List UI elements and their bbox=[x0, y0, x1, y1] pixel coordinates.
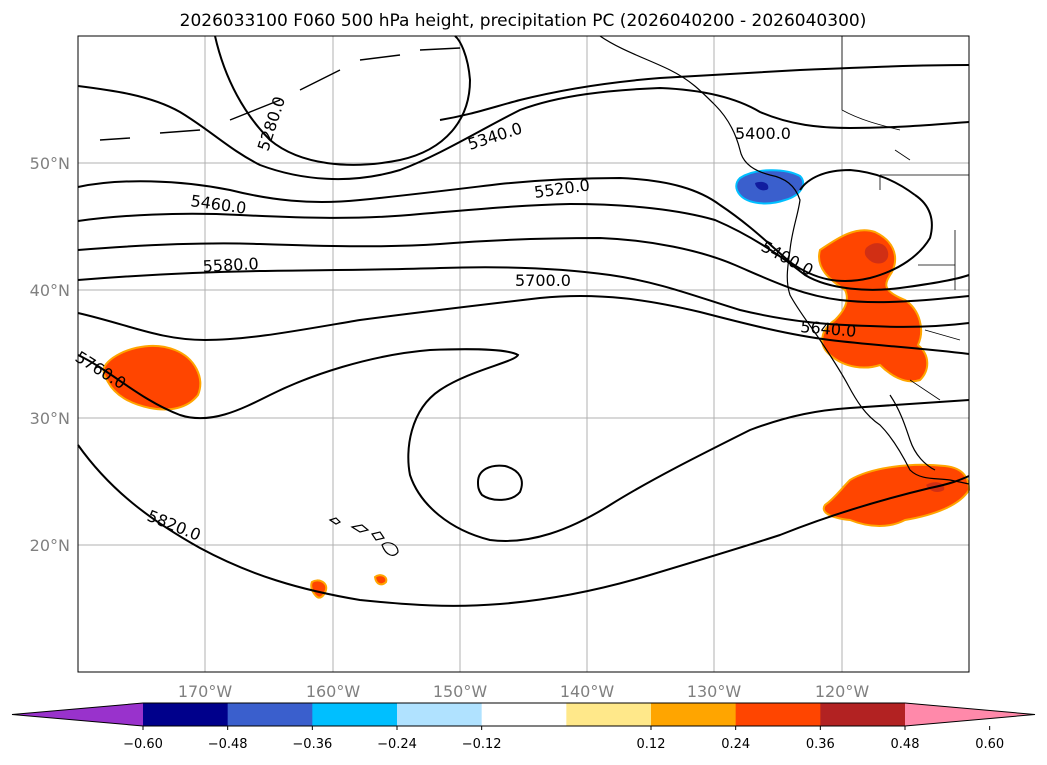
figure-title: 2026033100 F060 500 hPa height, precipit… bbox=[180, 11, 867, 31]
contour-5400 bbox=[77, 176, 933, 283]
lat-label-30n: 30°N bbox=[30, 409, 70, 428]
lon-label-130w: 130°W bbox=[687, 682, 742, 701]
colorbar-segment bbox=[143, 703, 229, 726]
coastline-north-america bbox=[599, 35, 970, 485]
contour-label-5640: 5640.0 bbox=[800, 317, 857, 341]
map-area: 5280.0 5340.0 5400.0 5460.0 5520.0 5400.… bbox=[72, 35, 971, 673]
island-maui bbox=[371, 531, 385, 541]
colorbar-tick-label: 0.12 bbox=[637, 737, 666, 752]
colorbar-extend-max bbox=[905, 703, 1035, 726]
colorbar-segment bbox=[227, 703, 313, 726]
contour-5700 bbox=[77, 348, 970, 542]
height-contours bbox=[77, 35, 970, 607]
lon-label-140w: 140°W bbox=[560, 682, 615, 701]
colorbar-segment bbox=[735, 703, 821, 726]
coastlines bbox=[99, 35, 970, 556]
colorbar-tick-label: 0.36 bbox=[806, 737, 835, 752]
colorbar-tick-label: 0.24 bbox=[721, 737, 750, 752]
latitude-labels: 50°N 40°N 30°N 20°N bbox=[30, 154, 70, 555]
contour-5400-loop bbox=[799, 168, 916, 196]
precip-area-small-2 bbox=[373, 574, 388, 586]
colorbar-tick-label: −0.48 bbox=[208, 737, 248, 752]
contour-5460 bbox=[77, 202, 970, 291]
contour-5520 bbox=[77, 236, 970, 304]
colorbar-segment bbox=[312, 703, 398, 726]
contour-label-5400-north: 5400.0 bbox=[735, 124, 791, 143]
lon-label-160w: 160°W bbox=[306, 682, 361, 701]
contour-5640 bbox=[77, 294, 970, 355]
precip-area-west-pacific bbox=[102, 345, 202, 411]
longitude-labels: 170°W 160°W 150°W 140°W 130°W 120°W bbox=[178, 682, 870, 701]
state-borders bbox=[909, 230, 961, 401]
lat-label-50n: 50°N bbox=[30, 154, 70, 173]
precip-area-west-coast-max bbox=[864, 243, 889, 264]
colorbar-extend-min bbox=[12, 703, 143, 726]
colorbar-tick-label: −0.12 bbox=[462, 737, 502, 752]
colorbar-tick-label: 0.48 bbox=[891, 737, 920, 752]
contour-5580 bbox=[77, 266, 970, 328]
colorbar-tick-label: −0.24 bbox=[377, 737, 417, 752]
contour-label-5580: 5580.0 bbox=[202, 254, 259, 276]
precip-positive-areas bbox=[102, 229, 971, 599]
contour-5280 bbox=[214, 35, 472, 166]
lon-label-150w: 150°W bbox=[433, 682, 488, 701]
precip-area-mexico bbox=[822, 463, 971, 527]
colorbar-segment bbox=[481, 703, 567, 726]
lat-label-20n: 20°N bbox=[30, 536, 70, 555]
colorbar-segment bbox=[397, 703, 483, 726]
colorbar-segment bbox=[651, 703, 737, 726]
colorbar-tick-label: 0.60 bbox=[975, 737, 1004, 752]
island-hawaii bbox=[381, 542, 399, 556]
map-background bbox=[78, 36, 969, 672]
precip-area-pacific-northwest bbox=[735, 169, 805, 205]
lat-label-40n: 40°N bbox=[30, 281, 70, 300]
colorbar-segment bbox=[566, 703, 652, 726]
colorbar: −0.60 −0.48 −0.36 −0.24 −0.12 0.12 0.24 0.36 0.4… bbox=[11, 702, 1036, 752]
contour-5340 bbox=[77, 85, 970, 181]
island-oahu bbox=[350, 524, 370, 533]
map-frame bbox=[77, 35, 970, 673]
island-kauai bbox=[328, 517, 342, 525]
precip-area-west-coast bbox=[818, 229, 929, 383]
political-borders bbox=[841, 36, 969, 190]
contour-5760-closed bbox=[476, 464, 523, 501]
precip-area-pacific-northwest-min bbox=[755, 181, 769, 191]
colorbar-tick-label: −0.36 bbox=[292, 737, 332, 752]
contour-5340-b bbox=[439, 64, 970, 121]
coastline-aleutians bbox=[99, 47, 461, 141]
precip-negative-areas bbox=[735, 169, 805, 205]
contour-5820 bbox=[77, 444, 970, 607]
colorbar-tick-label: −0.60 bbox=[123, 737, 163, 752]
lon-label-170w: 170°W bbox=[178, 682, 233, 701]
lon-label-120w: 120°W bbox=[815, 682, 870, 701]
colorbar-segment bbox=[820, 703, 906, 726]
contour-label-5700: 5700.0 bbox=[515, 271, 571, 290]
coastline-baja bbox=[889, 394, 936, 471]
